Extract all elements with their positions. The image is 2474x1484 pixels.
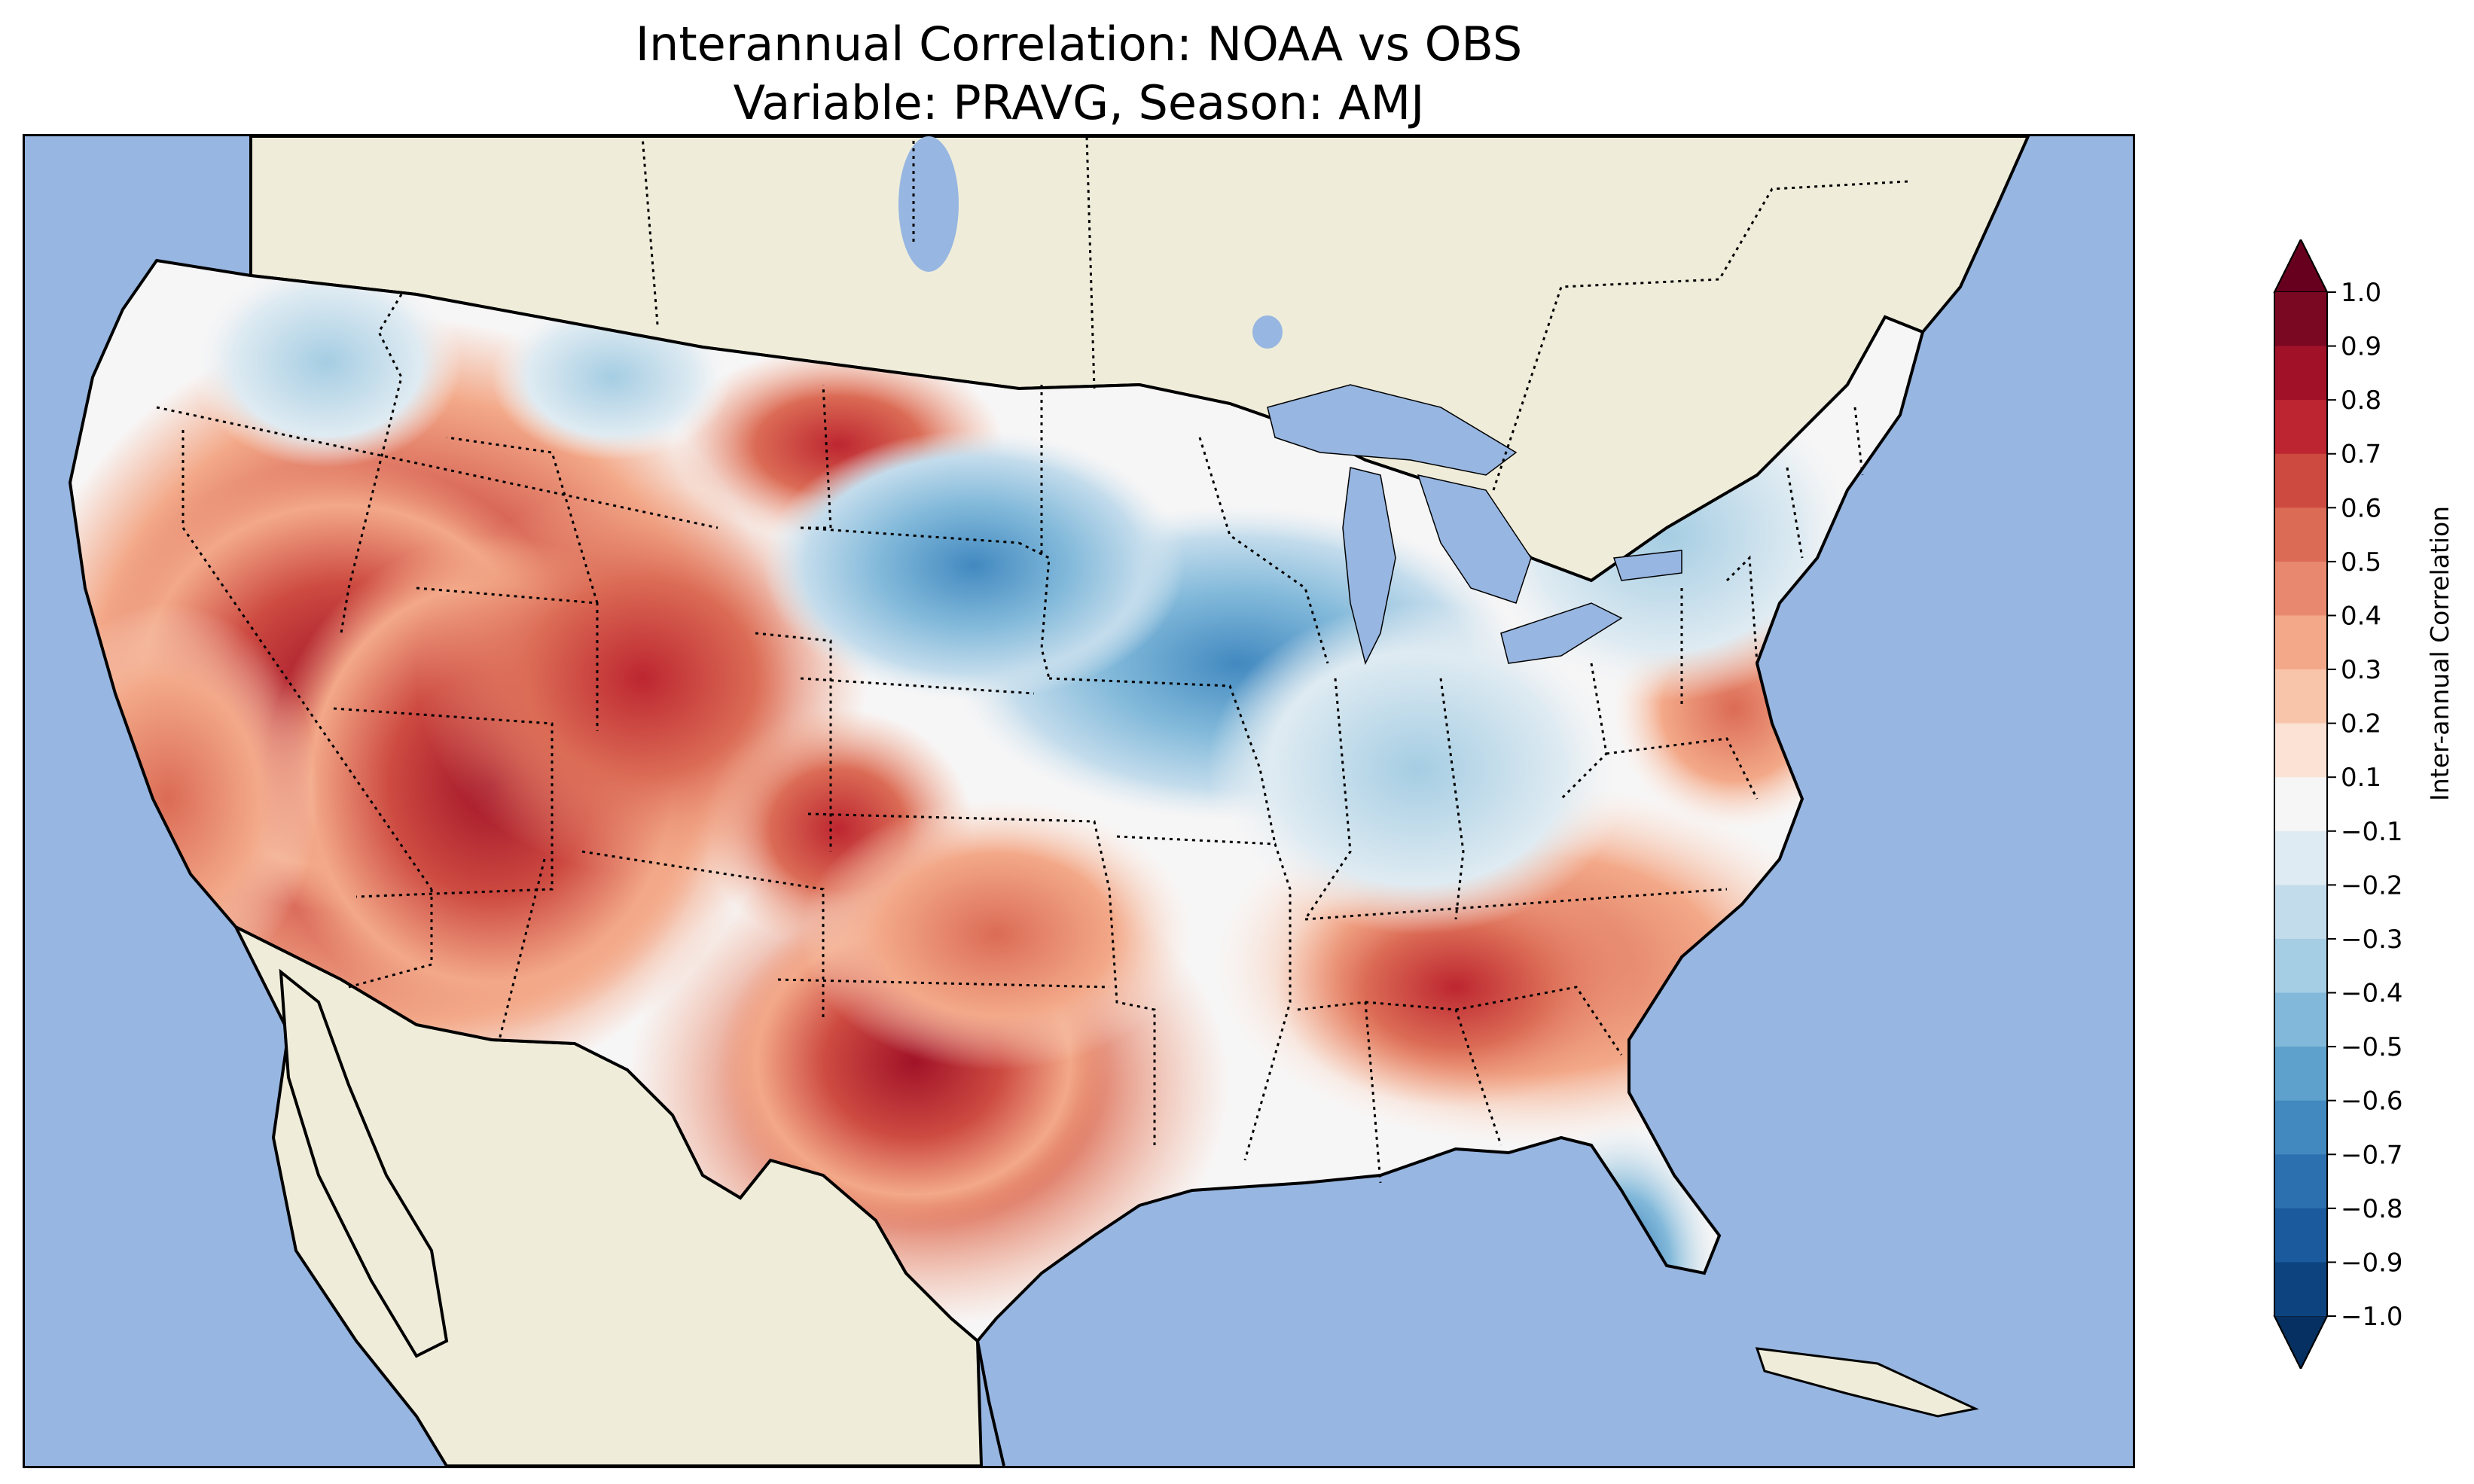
colorbar-tick-label: 0.2 [2341,709,2381,739]
lake-superior [1267,384,1518,476]
state-borders [156,136,1908,1184]
colorbar-tick-label: −0.8 [2341,1194,2403,1224]
colorbar-tick-label: 1.0 [2341,278,2381,308]
colorbar-segment [2274,292,2327,347]
colorbar-segment [2274,830,2327,885]
colorbar-label: Inter-annual Correlation [2425,505,2454,801]
lake-winnipeg [898,136,959,272]
us-coastline [68,258,1925,1343]
colorbar-segment [2274,723,2327,778]
lake-huron [1417,474,1532,604]
colorbar-tick-label: −0.3 [2341,925,2403,955]
colorbar-segment [2274,1100,2327,1155]
colorbar-tick-label: −0.2 [2341,870,2403,900]
colorbar-segment [2274,561,2327,616]
colorbar-segment [2274,400,2327,455]
colorbar-segment [2274,992,2327,1047]
colorbar-tick-label: −0.7 [2341,1140,2403,1170]
gulf-coast-mexico [976,1340,1005,1466]
map-panel [23,134,2135,1468]
colorbar-tick-label: −1.0 [2341,1302,2403,1332]
colorbar-tick-label: 0.1 [2341,763,2381,793]
correlation-field [70,261,1923,1341]
colorbar-segment [2274,938,2327,994]
colorbar-segment [2274,615,2327,670]
colorbar-tick-label: 0.4 [2341,601,2381,631]
lake-erie [1500,602,1623,664]
colorbar-segment [2274,669,2327,724]
colorbar-segment [2274,507,2327,562]
colorbar-tick-label: −0.6 [2341,1086,2403,1117]
cuba-island [1755,1347,1979,1418]
colorbar-tick-label: 0.3 [2341,655,2381,685]
colorbar-segment [2274,1262,2327,1317]
colorbar-extend-max [2273,239,2329,293]
colorbar-segment [2274,885,2327,940]
title-line-2: Variable: PRAVG, Season: AMJ [733,75,1425,130]
colorbar: 1.0 0.9 0.8 0.7 0.6 0.5 0.4 0.3 0.2 0.1 −0.1 −0.2 −0… [2273,239,2403,1369]
colorbar-extend-min [2273,1315,2329,1369]
colorbar-tick-label: 0.7 [2341,440,2381,470]
lake-michigan [1342,467,1396,666]
colorbar-segment [2274,1047,2327,1102]
colorbar-segment [2274,1208,2327,1263]
lake-of-the-woods [1252,315,1283,349]
colorbar-tick-label: 0.9 [2341,332,2381,362]
colorbar-tick-label: −0.4 [2341,979,2403,1009]
colorbar-tick-label: −0.5 [2341,1032,2403,1062]
map-canvas [68,136,2030,1466]
title-line-1: Interannual Correlation: NOAA vs OBS [635,17,1523,72]
colorbar-tick-label: 0.6 [2341,493,2381,523]
colorbar-segment [2274,1154,2327,1209]
colorbar-tick-label: 0.5 [2341,547,2381,577]
colorbar-tick-label: 0.8 [2341,385,2381,416]
colorbar-segment [2274,346,2327,401]
colorbar-segment [2274,453,2327,508]
colorbar-segment [2274,777,2327,832]
baja-peninsula [279,968,449,1358]
colorbar-tick-label: −0.1 [2341,817,2403,847]
colorbar-tick-label: −0.9 [2341,1248,2403,1278]
map-title: Interannual Correlation: NOAA vs OBS Var… [23,15,2135,133]
lake-ontario [1612,550,1682,581]
